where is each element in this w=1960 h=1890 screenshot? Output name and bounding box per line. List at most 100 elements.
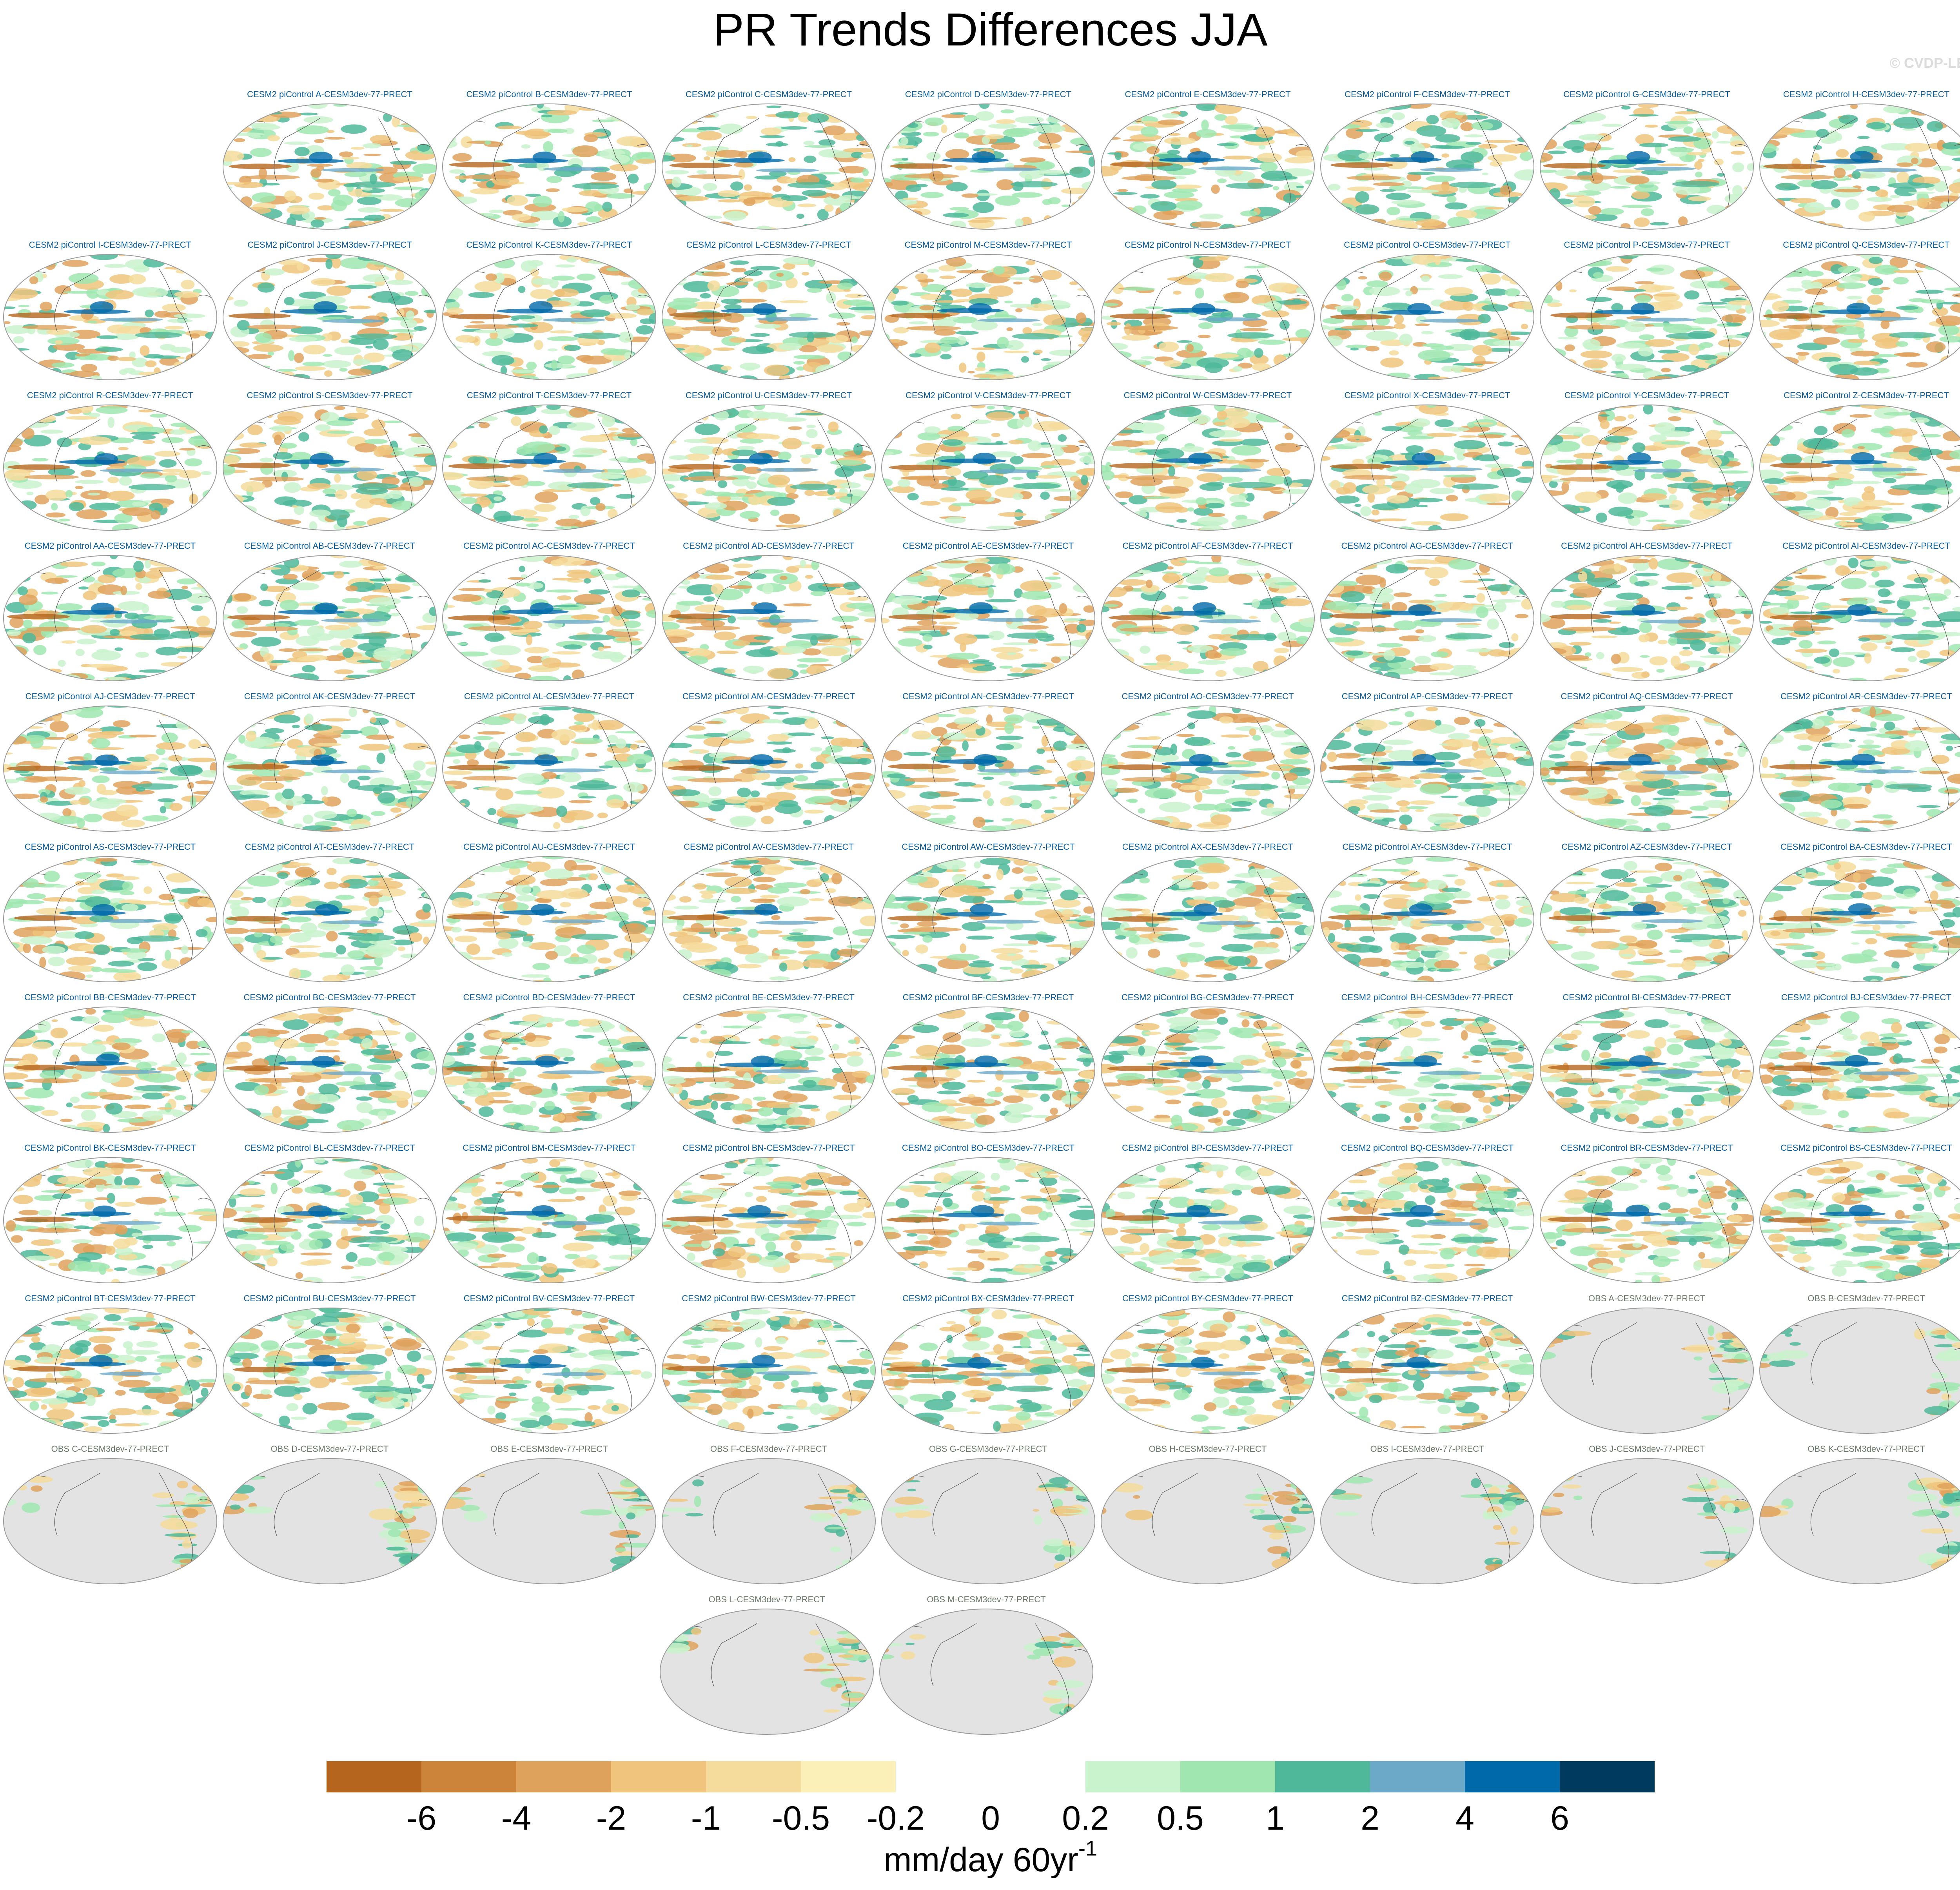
map-panel: CESM2 piControl BK-CESM3dev-77-PRECT: [2, 1143, 218, 1284]
globe-map: [223, 254, 437, 380]
globe-map: [1759, 1308, 1960, 1434]
globe-map: [881, 103, 1095, 230]
panel-title: CESM2 piControl C-CESM3dev-77-PRECT: [685, 89, 852, 99]
colorbar-tick-label: -6: [406, 1799, 437, 1837]
globe-map: [1540, 706, 1754, 832]
globe-map: [1101, 404, 1315, 531]
panel-title: CESM2 piControl E-CESM3dev-77-PRECT: [1125, 89, 1291, 99]
panel-title: CESM2 piControl AW-CESM3dev-77-PRECT: [902, 842, 1075, 852]
globe-map: [1101, 555, 1315, 681]
panel-title: CESM2 piControl S-CESM3dev-77-PRECT: [247, 390, 413, 400]
globe-map: [1320, 706, 1534, 832]
map-panel: CESM2 piControl AC-CESM3dev-77-PRECT: [441, 541, 657, 682]
map-panel: CESM2 piControl N-CESM3dev-77-PRECT: [1100, 240, 1316, 381]
map-panel: OBS K-CESM3dev-77-PRECT: [1759, 1444, 1960, 1585]
map-panel: CESM2 piControl AZ-CESM3dev-77-PRECT: [1539, 842, 1755, 983]
colorbar-swatch: [327, 1761, 422, 1792]
watermark: © CVDP-LE: [1889, 55, 1960, 71]
globe-map: [1320, 404, 1534, 531]
panel-title: CESM2 piControl BR-CESM3dev-77-PRECT: [1561, 1143, 1733, 1153]
map-panel: CESM2 piControl AA-CESM3dev-77-PRECT: [2, 541, 218, 682]
panel-title: CESM2 piControl AI-CESM3dev-77-PRECT: [1782, 541, 1950, 551]
globe-map: [3, 1007, 217, 1133]
globe-map: [1759, 1007, 1960, 1133]
map-panel: CESM2 piControl V-CESM3dev-77-PRECT: [880, 390, 1096, 531]
panel-title: CESM2 piControl BO-CESM3dev-77-PRECT: [902, 1143, 1075, 1153]
map-panel: OBS F-CESM3dev-77-PRECT: [661, 1444, 877, 1585]
panel-title: CESM2 piControl AB-CESM3dev-77-PRECT: [244, 541, 416, 551]
panel-title: CESM2 piControl T-CESM3dev-77-PRECT: [466, 390, 632, 400]
map-panel: CESM2 piControl BN-CESM3dev-77-PRECT: [661, 1143, 877, 1284]
map-panel: OBS D-CESM3dev-77-PRECT: [222, 1444, 437, 1585]
globe-map: [1320, 856, 1534, 982]
globe-map: [662, 1007, 876, 1133]
panel-title: CESM2 piControl L-CESM3dev-77-PRECT: [686, 240, 851, 250]
globe-map: [442, 1458, 656, 1584]
map-panel: CESM2 piControl BY-CESM3dev-77-PRECT: [1100, 1293, 1316, 1435]
map-panel: CESM2 piControl BG-CESM3dev-77-PRECT: [1100, 992, 1316, 1134]
globe-map: [3, 856, 217, 982]
panel-title: CESM2 piControl AT-CESM3dev-77-PRECT: [245, 842, 415, 852]
panel-title: CESM2 piControl BW-CESM3dev-77-PRECT: [682, 1293, 856, 1303]
panel-title: OBS J-CESM3dev-77-PRECT: [1589, 1444, 1705, 1454]
panel-title: CESM2 piControl AM-CESM3dev-77-PRECT: [682, 691, 855, 701]
panel-title: CESM2 piControl AK-CESM3dev-77-PRECT: [244, 691, 416, 701]
colorbar-tick-label: 0: [981, 1799, 1000, 1837]
panel-title: CESM2 piControl AZ-CESM3dev-77-PRECT: [1561, 842, 1732, 852]
colorbar-tick-label: 1: [1266, 1799, 1285, 1837]
map-panel: OBS J-CESM3dev-77-PRECT: [1539, 1444, 1755, 1585]
map-panel: CESM2 piControl AY-CESM3dev-77-PRECT: [1319, 842, 1535, 983]
colorbar-units-base: mm/day 60yr: [883, 1841, 1078, 1879]
globe-map: [1540, 404, 1754, 531]
map-panel: OBS C-CESM3dev-77-PRECT: [2, 1444, 218, 1585]
colorbar-swatch: [1180, 1761, 1276, 1792]
map-panel: CESM2 piControl BL-CESM3dev-77-PRECT: [222, 1143, 437, 1284]
globe-map: [1759, 555, 1960, 681]
globe-map: [662, 254, 876, 380]
map-panel: CESM2 piControl AT-CESM3dev-77-PRECT: [222, 842, 437, 983]
colorbar: [327, 1761, 1655, 1792]
colorbar-swatch: [801, 1761, 896, 1792]
map-panel: CESM2 piControl AM-CESM3dev-77-PRECT: [661, 691, 877, 833]
panel-title: CESM2 piControl W-CESM3dev-77-PRECT: [1123, 390, 1292, 400]
panel-title: CESM2 piControl A-CESM3dev-77-PRECT: [247, 89, 412, 99]
map-panel: CESM2 piControl AU-CESM3dev-77-PRECT: [441, 842, 657, 983]
globe-map: [1320, 254, 1534, 380]
globe-map: [442, 555, 656, 681]
globe-map: [442, 1157, 656, 1283]
map-panel: CESM2 piControl AB-CESM3dev-77-PRECT: [222, 541, 437, 682]
panel-title: CESM2 piControl AU-CESM3dev-77-PRECT: [463, 842, 635, 852]
map-panel: OBS G-CESM3dev-77-PRECT: [880, 1444, 1096, 1585]
globe-map: [1101, 103, 1315, 230]
map-panel: CESM2 piControl BX-CESM3dev-77-PRECT: [880, 1293, 1096, 1435]
panel-title: CESM2 piControl AL-CESM3dev-77-PRECT: [464, 691, 635, 701]
globe-map: [1101, 254, 1315, 380]
panel-title: OBS H-CESM3dev-77-PRECT: [1149, 1444, 1267, 1454]
panel-title: CESM2 piControl AJ-CESM3dev-77-PRECT: [25, 691, 195, 701]
map-panel: CESM2 piControl D-CESM3dev-77-PRECT: [880, 89, 1096, 230]
colorbar-tick-label: 6: [1550, 1799, 1569, 1837]
map-panel: CESM2 piControl BD-CESM3dev-77-PRECT: [441, 992, 657, 1134]
globe-map: [3, 1308, 217, 1434]
globe-map: [1540, 856, 1754, 982]
map-panel: CESM2 piControl AD-CESM3dev-77-PRECT: [661, 541, 877, 682]
globe-map: [881, 1157, 1095, 1283]
globe-map: [442, 1308, 656, 1434]
map-panel: CESM2 piControl BF-CESM3dev-77-PRECT: [880, 992, 1096, 1134]
map-panel: CESM2 piControl Y-CESM3dev-77-PRECT: [1539, 390, 1755, 531]
globe-map: [1320, 1308, 1534, 1434]
map-panel: OBS L-CESM3dev-77-PRECT: [659, 1594, 875, 1736]
panel-title: CESM2 piControl BL-CESM3dev-77-PRECT: [244, 1143, 415, 1153]
colorbar-tick-labels: -6 -4 -2 -1 -0.5 -0.2 0 0.2 0.5 1 2 4 6: [327, 1799, 1655, 1842]
map-panel: CESM2 piControl J-CESM3dev-77-PRECT: [222, 240, 437, 381]
globe-map: [881, 404, 1095, 531]
panel-title: CESM2 piControl BM-CESM3dev-77-PRECT: [463, 1143, 636, 1153]
map-panel: CESM2 piControl AL-CESM3dev-77-PRECT: [441, 691, 657, 833]
panel-title: CESM2 piControl BB-CESM3dev-77-PRECT: [24, 992, 196, 1002]
panel-title: CESM2 piControl BI-CESM3dev-77-PRECT: [1563, 992, 1731, 1002]
map-panel: CESM2 piControl R-CESM3dev-77-PRECT: [2, 390, 218, 531]
map-panel: CESM2 piControl AS-CESM3dev-77-PRECT: [2, 842, 218, 983]
map-panel: CESM2 piControl AN-CESM3dev-77-PRECT: [880, 691, 1096, 833]
panel-title: CESM2 piControl R-CESM3dev-77-PRECT: [27, 390, 194, 400]
panel-title: CESM2 piControl AQ-CESM3dev-77-PRECT: [1561, 691, 1733, 701]
